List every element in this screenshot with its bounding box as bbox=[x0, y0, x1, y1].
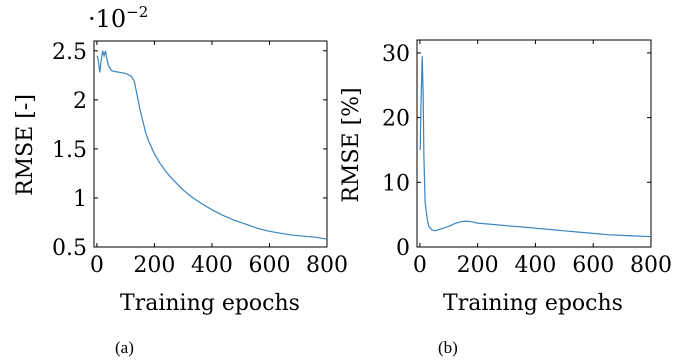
chart-a-xtick-label: 800 bbox=[306, 253, 348, 278]
chart-b-axes-frame bbox=[416, 39, 652, 248]
chart-b-ytick-label: 30 bbox=[382, 42, 410, 67]
chart-b-xlabel: Training epochs bbox=[443, 291, 623, 316]
chart-a-ytick-label: 1.5 bbox=[52, 138, 87, 163]
chart-a-xlabel: Training epochs bbox=[120, 291, 300, 316]
chart-b-xtick-label: 400 bbox=[514, 253, 556, 278]
chart-a-ylabel: RMSE [-] bbox=[13, 94, 38, 196]
chart-a-xtick-label: 200 bbox=[133, 253, 175, 278]
chart-a-scale-note: ·10−2 bbox=[88, 3, 148, 33]
chart-b-ytick-label: 0 bbox=[396, 236, 410, 261]
chart-b-ytick-label: 20 bbox=[382, 107, 410, 132]
chart-a-xticks: 0 200 400 600 800 bbox=[90, 41, 348, 278]
chart-b: 0 200 400 600 800 0 10 20 30 Training epochs RM… bbox=[339, 39, 672, 316]
chart-a-scale-exponent: −2 bbox=[126, 3, 148, 21]
chart-a-axes-frame bbox=[93, 40, 328, 248]
chart-a-ytick-label: 0.5 bbox=[52, 236, 87, 261]
chart-a-xtick-label: 400 bbox=[191, 253, 233, 278]
chart-b-yticks: 0 10 20 30 bbox=[382, 42, 651, 261]
chart-a-yticks: 0.5 1 1.5 2 2.5 bbox=[52, 40, 327, 261]
chart-a-series-line bbox=[96, 50, 328, 240]
chart-a-ytick-label: 2.5 bbox=[52, 40, 87, 65]
chart-a-ytick-label: 1 bbox=[73, 187, 87, 212]
chart-b-xtick-label: 600 bbox=[572, 253, 614, 278]
chart-b-xticks: 0 200 400 600 800 bbox=[413, 40, 672, 278]
chart-a-ytick-label: 2 bbox=[73, 89, 87, 114]
chart-b-xtick-label: 0 bbox=[413, 253, 427, 278]
chart-b-ylabel: RMSE [%] bbox=[339, 87, 364, 202]
chart-a-xtick-label: 0 bbox=[90, 253, 104, 278]
chart-b-series-line bbox=[419, 56, 652, 238]
chart-a-scale-base: ·10 bbox=[88, 5, 126, 33]
chart-a-panel-label: (a) bbox=[115, 338, 134, 357]
chart-b-xtick-label: 800 bbox=[630, 253, 672, 278]
chart-a: 0 200 400 600 800 0.5 1 1.5 2 2.5 ·10−2 Training… bbox=[13, 3, 348, 316]
chart-b-panel-label: (b) bbox=[438, 338, 458, 357]
chart-b-xtick-label: 200 bbox=[457, 253, 499, 278]
chart-a-xtick-label: 600 bbox=[248, 253, 290, 278]
chart-b-ytick-label: 10 bbox=[382, 171, 410, 196]
